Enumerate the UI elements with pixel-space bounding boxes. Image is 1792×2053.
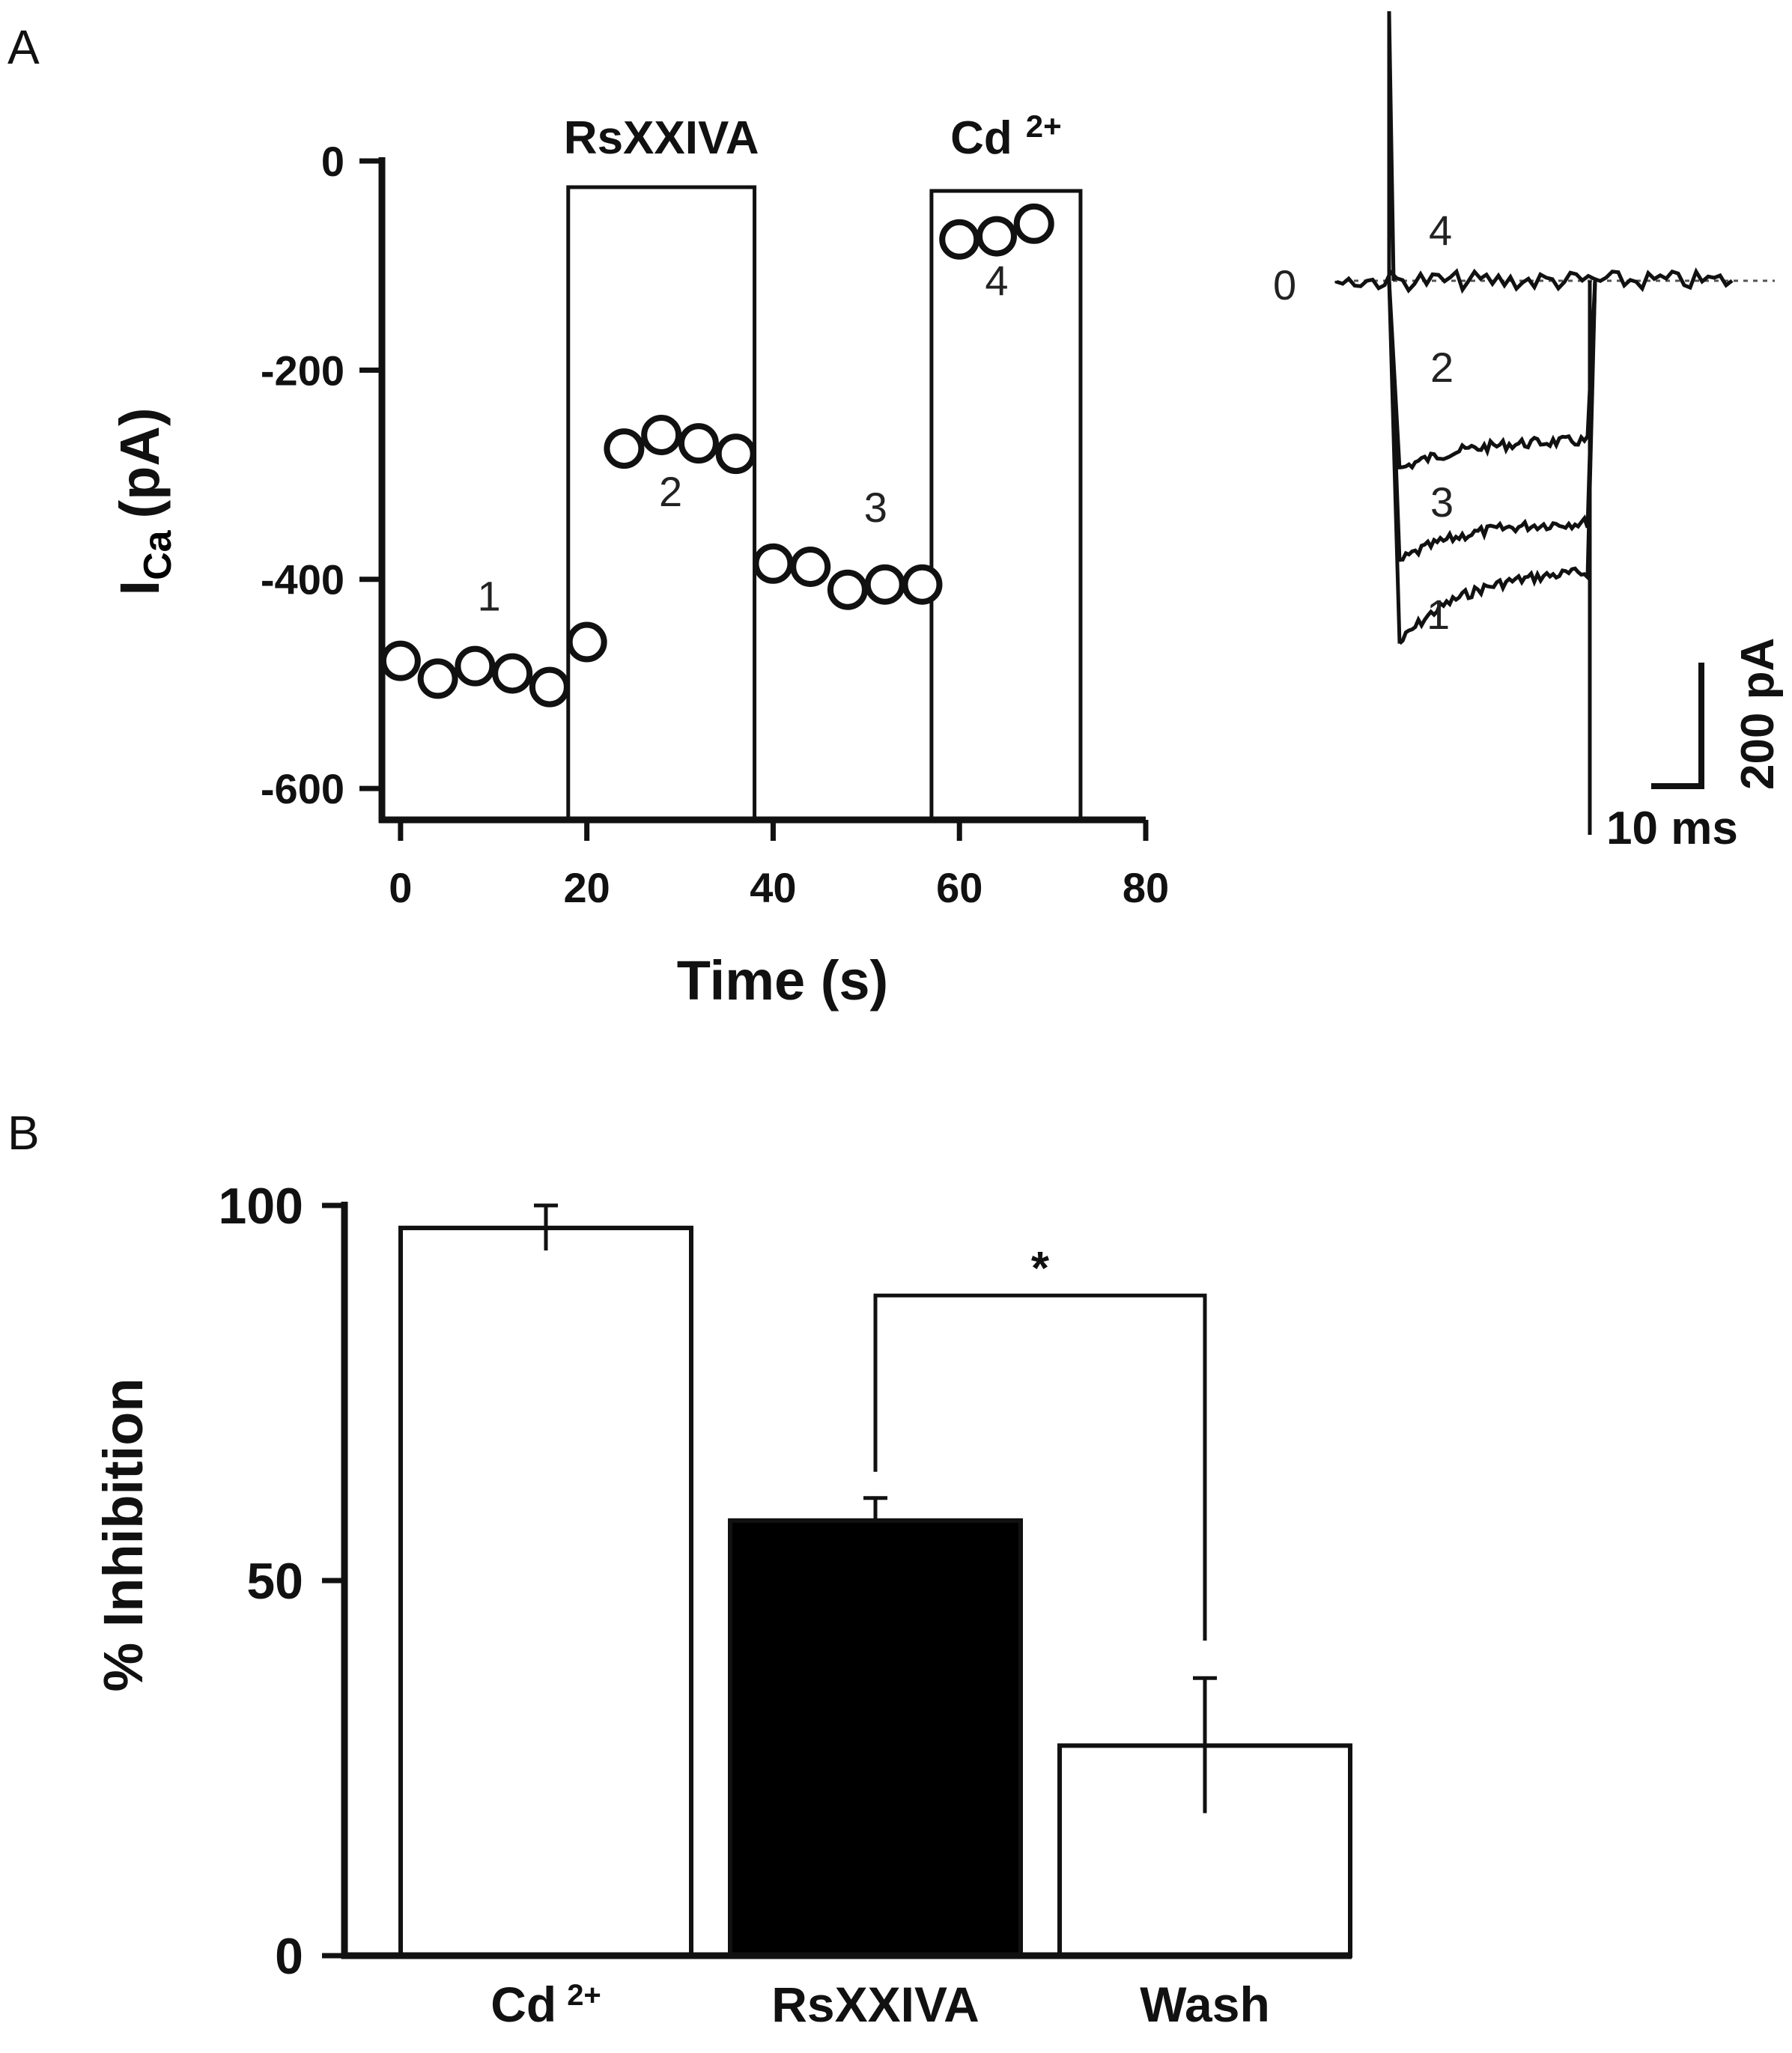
point-label-3: 3 <box>864 484 887 531</box>
data-point-5 <box>529 666 570 708</box>
condition-boxes: RsXXIVA Cd 2+ <box>564 109 1083 822</box>
y-tick-label: -200 <box>261 347 344 394</box>
data-point-11 <box>753 543 794 584</box>
data-points <box>380 203 1054 708</box>
capacitive-artifact <box>1387 10 1396 282</box>
category-labels: Cd 2+ RsXXIVA Wash <box>490 1977 1270 2032</box>
point-label-2: 2 <box>659 468 682 515</box>
scale-label-current: 200 pA <box>1732 638 1784 790</box>
panel-label-b: B <box>7 1106 40 1160</box>
y-axis-label: ICa (pA) <box>109 408 180 596</box>
trace-label-1: 1 <box>1427 591 1450 638</box>
panel-label-a: A <box>7 20 40 74</box>
y-ticks: 0 -200 -400 -600 <box>261 138 382 812</box>
data-point-10 <box>715 434 756 475</box>
scale-label-time: 10 ms <box>1606 803 1738 854</box>
y-label-sub: Ca <box>136 529 180 580</box>
x-tick-label: 20 <box>564 864 610 911</box>
trace-label-2: 2 <box>1430 344 1454 391</box>
svg-text:ICa(pA): ICa (pA) <box>109 408 180 596</box>
significance-star: * <box>1031 1243 1050 1295</box>
data-point-16 <box>939 219 980 260</box>
data-point-8 <box>641 414 682 455</box>
y-tick-label: 0 <box>275 1928 303 1985</box>
x-axis-label: Time (s) <box>677 949 888 1012</box>
data-point-18 <box>1013 203 1054 244</box>
y-label-main: I <box>109 580 171 596</box>
condition-label-2: Cd 2+ <box>950 109 1062 164</box>
category-label-2: RsXXIVA <box>771 1977 979 2032</box>
trace-label-4: 4 <box>1429 207 1452 254</box>
y-label-unit: (pA) <box>109 408 171 519</box>
data-point-17 <box>976 216 1017 257</box>
data-point-9 <box>678 423 719 464</box>
trace-4 <box>1334 267 1734 294</box>
x-tick-label: 80 <box>1123 864 1169 911</box>
data-point-14 <box>864 564 905 605</box>
x-tick-label: 40 <box>750 864 796 911</box>
y-ticks: 0 50 100 <box>219 1178 344 1985</box>
condition-label-1: RsXXIVA <box>564 112 759 164</box>
data-point-7 <box>604 428 645 469</box>
bar-2 <box>728 1518 1023 1958</box>
data-point-3 <box>455 645 496 687</box>
x-tick-label: 60 <box>936 864 982 911</box>
y-tick-label: 50 <box>246 1553 303 1610</box>
trace-3 <box>1387 280 1597 562</box>
data-point-15 <box>902 564 943 605</box>
y-tick-label: 100 <box>219 1178 303 1235</box>
x-tick-label: 0 <box>389 864 412 911</box>
data-point-1 <box>380 640 421 681</box>
category-label-3: Wash <box>1140 1977 1270 2032</box>
data-point-4 <box>492 653 533 694</box>
y-tick-label: 0 <box>321 138 344 185</box>
y-axis-label: % Inhibition <box>92 1378 154 1691</box>
trace-label-3: 3 <box>1430 478 1454 526</box>
significance-bracket <box>873 1293 1207 1641</box>
bar-1 <box>398 1226 693 1959</box>
inhibition-bar-chart: 0 50 100 Cd 2+ RsXXIVA Wash * % Inhibition <box>92 1178 1352 2032</box>
point-label-1: 1 <box>477 573 500 620</box>
x-ticks: 0 20 40 60 80 <box>389 820 1169 911</box>
point-labels: 1 2 3 4 <box>477 257 1008 620</box>
point-label-4: 4 <box>985 257 1008 304</box>
category-label-1: Cd 2+ <box>490 1977 601 2032</box>
data-point-12 <box>790 546 831 587</box>
zero-label: 0 <box>1273 261 1296 308</box>
trace-2 <box>1387 280 1597 471</box>
time-course-chart: RsXXIVA Cd 2+ 0 -200 -400 -600 0 20 40 60 80 1 2 3 4… <box>109 109 1169 1012</box>
error-bars <box>534 1203 1217 1813</box>
data-point-2 <box>417 658 458 699</box>
y-tick-label: -600 <box>261 765 344 812</box>
data-point-6 <box>566 621 607 663</box>
data-point-13 <box>827 569 868 610</box>
y-tick-label: -400 <box>261 556 344 603</box>
current-traces: 0 4 2 3 1 200 pA 10 ms <box>1273 10 1784 854</box>
trace-1 <box>1387 280 1597 645</box>
